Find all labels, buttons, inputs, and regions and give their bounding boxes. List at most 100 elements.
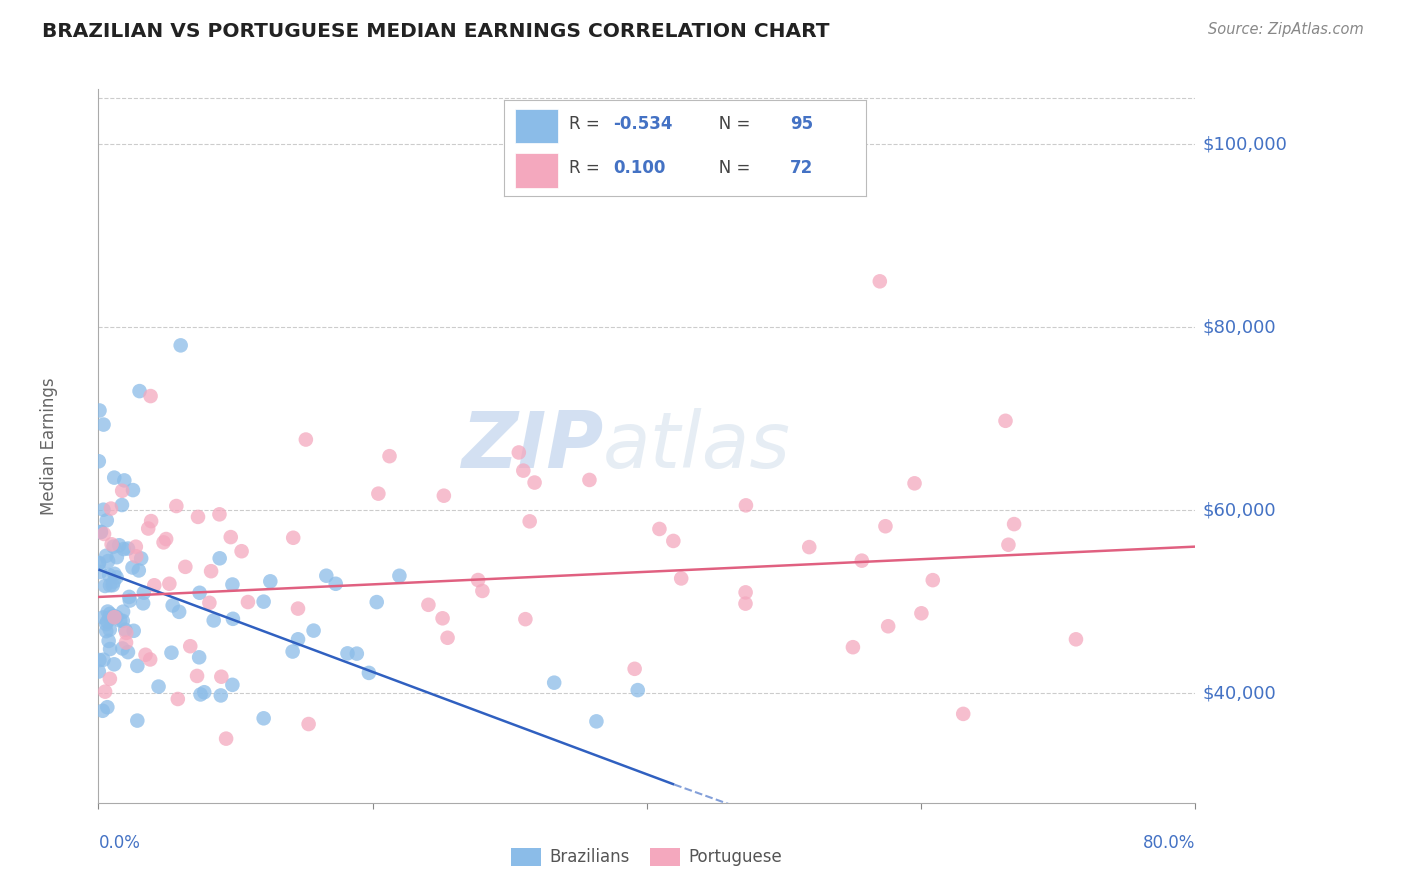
Text: BRAZILIAN VS PORTUGUESE MEDIAN EARNINGS CORRELATION CHART: BRAZILIAN VS PORTUGUESE MEDIAN EARNINGS …: [42, 22, 830, 41]
Text: $80,000: $80,000: [1202, 318, 1275, 336]
Point: [115, 635, 138, 649]
Point: [662, 533, 685, 548]
Point: [90, 524, 112, 539]
Point: [253, 711, 276, 725]
Point: [108, 538, 131, 552]
Text: $40,000: $40,000: [1202, 684, 1275, 702]
Point: [98, 642, 121, 657]
Point: [512, 464, 534, 478]
Point: [128, 564, 150, 578]
Point: [103, 540, 125, 554]
Point: [112, 605, 135, 619]
Point: [842, 640, 865, 655]
Point: [89, 403, 111, 417]
Text: $60,000: $60,000: [1202, 501, 1275, 519]
Text: atlas: atlas: [603, 408, 790, 484]
Point: [111, 483, 134, 498]
Point: [103, 566, 125, 581]
Point: [297, 717, 319, 731]
Point: [367, 486, 389, 500]
Point: [186, 669, 208, 683]
Point: [799, 540, 821, 554]
Point: [98, 672, 121, 686]
Point: [100, 501, 122, 516]
Point: [93, 417, 115, 432]
Point: [117, 541, 139, 556]
Point: [388, 568, 411, 582]
Point: [139, 389, 162, 403]
Point: [202, 614, 225, 628]
Point: [221, 577, 243, 591]
Point: [97, 634, 120, 648]
Point: [219, 530, 242, 544]
Point: [283, 531, 305, 545]
Point: [627, 683, 650, 698]
Point: [236, 595, 259, 609]
Point: [903, 476, 925, 491]
Text: 0.0%: 0.0%: [98, 834, 141, 852]
Point: [112, 474, 135, 488]
Point: [134, 648, 156, 662]
Point: [174, 559, 197, 574]
Point: [98, 623, 121, 637]
Point: [910, 607, 932, 621]
Point: [287, 601, 309, 615]
Point: [103, 574, 125, 589]
Point: [105, 610, 128, 624]
Point: [111, 641, 134, 656]
Point: [869, 274, 891, 288]
Point: [734, 597, 756, 611]
Point: [515, 612, 537, 626]
Point: [325, 576, 347, 591]
Point: [93, 502, 115, 516]
Point: [112, 542, 135, 557]
Point: [115, 625, 138, 640]
Point: [98, 578, 121, 592]
Text: $100,000: $100,000: [1202, 135, 1286, 153]
Point: [114, 623, 136, 637]
Point: [98, 610, 121, 624]
Point: [105, 550, 128, 565]
Point: [734, 585, 756, 599]
Text: Source: ZipAtlas.com: Source: ZipAtlas.com: [1208, 22, 1364, 37]
Point: [170, 338, 193, 352]
Point: [222, 612, 245, 626]
Point: [139, 652, 162, 666]
Point: [129, 551, 152, 566]
Point: [252, 594, 274, 608]
Point: [295, 433, 318, 447]
Point: [117, 645, 139, 659]
Point: [162, 599, 184, 613]
Point: [87, 557, 110, 571]
Point: [89, 653, 111, 667]
Point: [97, 554, 120, 568]
Legend: Brazilians, Portuguese: Brazilians, Portuguese: [505, 841, 789, 873]
Point: [128, 384, 150, 398]
Point: [100, 537, 122, 551]
Point: [143, 578, 166, 592]
Point: [148, 680, 170, 694]
Point: [328, 819, 350, 833]
Point: [877, 619, 900, 633]
Point: [519, 514, 541, 528]
Point: [94, 684, 117, 698]
Point: [166, 692, 188, 706]
Point: [111, 498, 134, 512]
Point: [921, 573, 943, 587]
Point: [155, 532, 177, 546]
Point: [97, 605, 120, 619]
Point: [98, 568, 121, 582]
Point: [994, 414, 1017, 428]
Point: [851, 554, 873, 568]
Point: [648, 522, 671, 536]
Point: [578, 473, 600, 487]
Point: [132, 586, 155, 600]
Point: [215, 731, 238, 746]
Point: [432, 611, 454, 625]
Point: [103, 610, 125, 624]
Point: [187, 509, 209, 524]
Point: [1002, 517, 1025, 532]
Point: [179, 639, 201, 653]
Point: [96, 513, 118, 527]
Point: [152, 535, 174, 549]
